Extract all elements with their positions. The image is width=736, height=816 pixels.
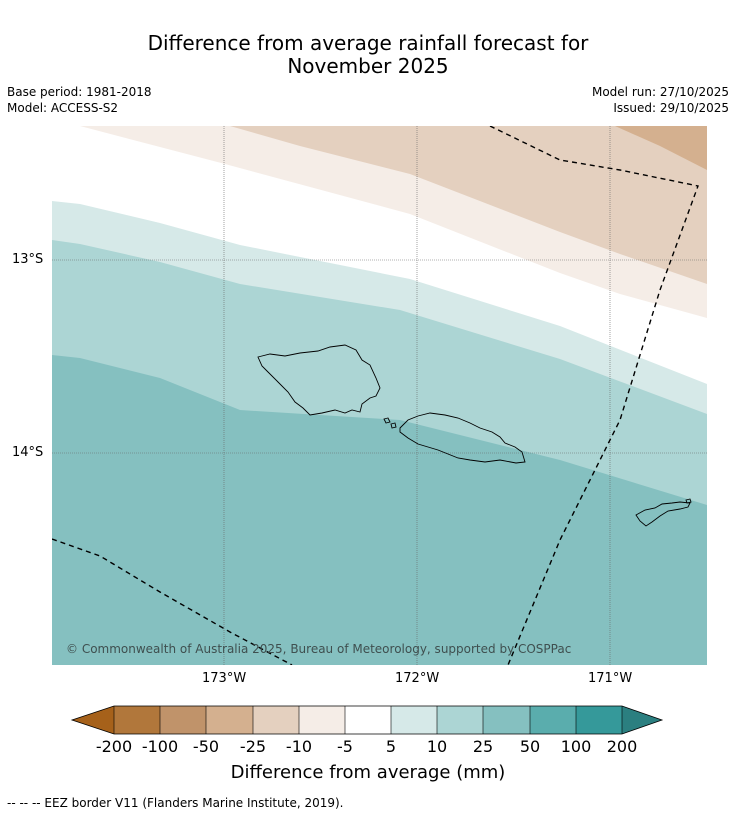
eez-border-south	[52, 538, 293, 665]
colorbar-tick: -50	[192, 737, 220, 756]
colorbar-tick: -200	[95, 737, 133, 756]
savaii-island	[257, 344, 381, 416]
map-title-line-1: Difference from average rainfall forecas…	[147, 31, 589, 55]
colorbar-bin	[299, 706, 345, 734]
tutuila-island	[635, 501, 691, 527]
colorbar-bin	[160, 706, 206, 734]
map-title-line-2: November 2025	[287, 54, 449, 78]
colorbar-bin	[253, 706, 299, 734]
colorbar-tick: 50	[519, 737, 541, 756]
model-label: Model: ACCESS-S2	[7, 101, 119, 115]
colorbar-bin	[437, 706, 483, 734]
colorbar	[70, 705, 664, 735]
band-plus-25	[52, 355, 707, 665]
colorbar-tick: -25	[239, 737, 267, 756]
y-tick-13s: 13°S	[12, 252, 44, 267]
colorbar-tick: -100	[141, 737, 179, 756]
colorbar-tick: -10	[285, 737, 313, 756]
colorbar-tick: 200	[606, 737, 638, 756]
colorbar-extend-low	[72, 706, 114, 734]
x-tick-172w: 172°W	[395, 671, 440, 686]
manono-islet	[383, 417, 391, 424]
colorbar-extend-high	[622, 706, 662, 734]
issued-label: Issued: 29/10/2025	[613, 101, 729, 115]
base-period-label: Base period: 1981-2018	[7, 85, 152, 99]
colorbar-bin	[114, 706, 160, 734]
copyright-notice: © Commonwealth of Australia 2025, Bureau…	[66, 642, 572, 656]
colorbar-tick: 10	[426, 737, 448, 756]
eez-border-north	[489, 126, 699, 665]
colorbar-bin	[483, 706, 530, 734]
colorbar-tick: 5	[385, 737, 397, 756]
colorbar-dividers	[113, 706, 623, 734]
colorbar-tick: -5	[337, 737, 353, 756]
colorbar-bin	[391, 706, 437, 734]
map-area	[52, 126, 707, 665]
model-run-label: Model run: 27/10/2025	[591, 85, 729, 99]
colorbar-tick: 100	[560, 737, 592, 756]
colorbar-bin	[576, 706, 622, 734]
colorbar-bin	[345, 706, 391, 734]
aunuu-islet	[685, 498, 692, 504]
colorbar-bin	[206, 706, 253, 734]
upolu-island	[399, 412, 526, 464]
band-minus-25	[615, 126, 707, 170]
colorbar-title: Difference from average (mm)	[230, 762, 506, 783]
colorbar-bin	[530, 706, 576, 734]
colorbar-tick: 25	[472, 737, 494, 756]
eez-footnote: -- -- -- EEZ border V11 (Flanders Marine…	[7, 796, 344, 810]
x-tick-173w: 173°W	[202, 671, 247, 686]
x-tick-171w: 171°W	[588, 671, 633, 686]
band-minus-10	[230, 126, 707, 284]
apolima-islet	[390, 422, 397, 429]
y-tick-14s: 14°S	[12, 445, 44, 460]
